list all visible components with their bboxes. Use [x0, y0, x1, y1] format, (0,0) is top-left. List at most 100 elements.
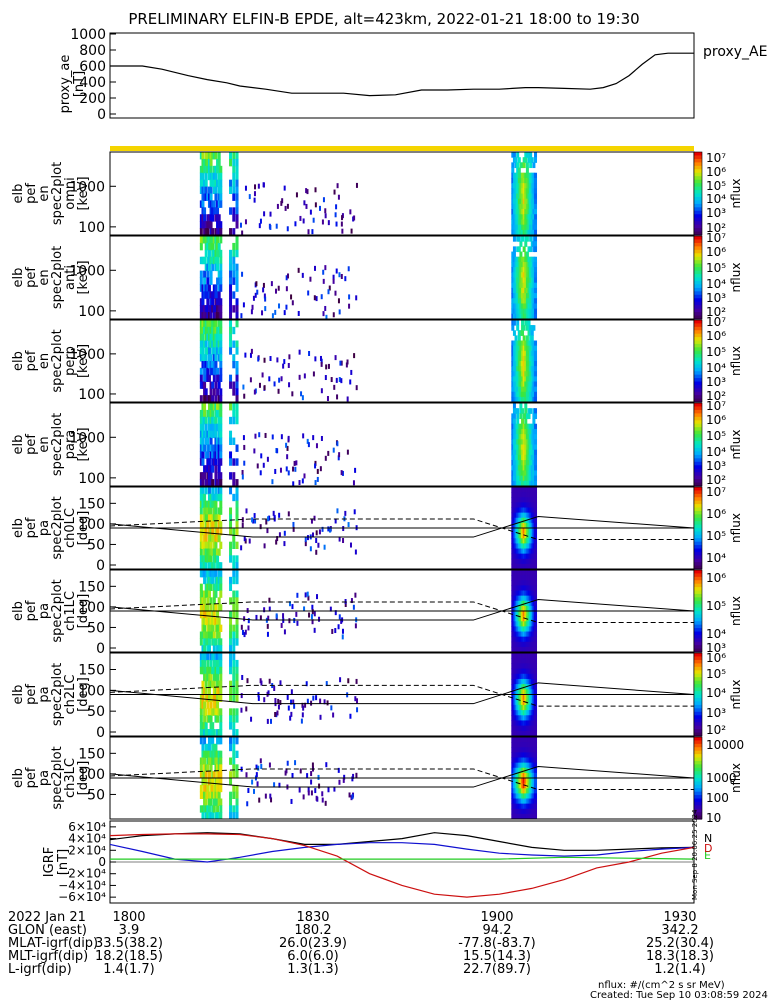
data-cell — [511, 497, 515, 503]
data-cell — [307, 787, 310, 793]
data-cell — [525, 236, 529, 242]
data-cell — [529, 653, 533, 659]
data-cell — [514, 611, 518, 617]
data-cell — [204, 388, 208, 396]
y-label-line: ch0LC — [63, 508, 78, 548]
data-cell — [265, 519, 268, 525]
data-cell — [516, 371, 520, 377]
data-cell — [516, 715, 520, 721]
data-cell — [219, 583, 223, 591]
data-cell — [519, 752, 523, 758]
data-cell — [232, 812, 236, 820]
data-cell — [529, 715, 533, 721]
igrf-series-line — [109, 842, 695, 863]
data-cell — [211, 666, 215, 675]
data-cell — [216, 367, 220, 376]
data-cell — [294, 221, 297, 227]
data-cell — [327, 526, 330, 532]
data-cell — [529, 678, 533, 685]
data-cell — [199, 737, 203, 745]
data-cell — [519, 480, 523, 487]
data-cell — [219, 403, 223, 411]
data-cell — [350, 795, 353, 801]
data-cell — [524, 715, 528, 721]
colorbar-tick-label: 10⁷ — [706, 151, 726, 165]
data-cell — [519, 585, 523, 591]
status-yellow-bar — [110, 146, 694, 151]
data-cell — [203, 179, 207, 188]
data-cell — [512, 668, 516, 675]
data-cell — [211, 214, 215, 222]
colorbar-segment — [694, 270, 702, 275]
data-cell — [525, 298, 529, 304]
colorbar-segment — [694, 497, 702, 502]
data-cell — [235, 680, 239, 689]
data-cell — [524, 502, 528, 508]
data-cell — [209, 172, 213, 181]
data-cell — [203, 653, 207, 661]
data-cell — [517, 553, 521, 560]
data-cell — [527, 813, 531, 820]
data-cell — [207, 534, 211, 543]
data-cell — [514, 694, 518, 701]
data-cell — [527, 219, 531, 226]
data-cell — [519, 631, 523, 638]
colorbar-segment — [694, 186, 702, 191]
colorbar-segment — [694, 193, 702, 198]
colorbar-tick-label: 10³ — [706, 641, 726, 655]
colorbar-segment — [694, 169, 702, 174]
data-cell — [517, 793, 521, 799]
colorbar-segment — [694, 737, 702, 742]
data-cell — [514, 658, 518, 664]
footer-cell: L-igrf(dip) — [8, 962, 72, 977]
data-cell — [514, 303, 518, 310]
data-cell — [235, 395, 239, 403]
data-cell — [519, 517, 523, 524]
data-cell — [517, 517, 521, 524]
data-cell — [517, 203, 521, 210]
data-cell — [232, 805, 236, 813]
data-cell — [199, 487, 203, 495]
data-cell — [530, 725, 534, 732]
data-cell — [209, 152, 213, 160]
data-cell — [525, 715, 529, 721]
data-cell — [235, 737, 239, 745]
data-cell — [511, 543, 515, 549]
data-cell — [256, 463, 259, 469]
colorbar-segment — [694, 617, 702, 622]
data-cell — [204, 611, 208, 619]
data-cell — [522, 460, 526, 466]
data-cell — [524, 631, 528, 638]
colorbar-tick-label: 10⁵ — [706, 529, 726, 543]
data-cell — [229, 430, 233, 439]
data-cell — [235, 320, 239, 328]
data-cell — [207, 493, 211, 502]
data-cell — [534, 350, 538, 357]
data-cell — [530, 381, 534, 388]
data-cell — [217, 694, 221, 702]
data-cell — [212, 555, 216, 563]
data-cell — [516, 376, 520, 382]
data-cell — [514, 663, 518, 670]
data-cell — [204, 750, 208, 758]
data-cell — [512, 391, 516, 398]
data-cell — [209, 403, 213, 411]
data-cell — [259, 470, 262, 476]
data-cell — [199, 583, 203, 591]
data-cell — [524, 563, 528, 570]
data-cell — [337, 298, 340, 304]
data-cell — [529, 177, 533, 184]
data-cell — [291, 300, 294, 306]
data-cell — [527, 492, 531, 498]
data-cell — [212, 541, 216, 549]
colorbar-segment — [694, 597, 702, 602]
data-cell — [511, 282, 515, 289]
data-cell — [286, 454, 289, 460]
data-cell — [519, 636, 523, 643]
data-cell — [522, 668, 526, 675]
data-cell — [217, 631, 221, 639]
data-cell — [306, 698, 309, 704]
panel-pa-ch3: 15010050elbpefpaspec2plotch3LC[deg]10000… — [11, 736, 744, 825]
data-cell — [529, 371, 533, 377]
data-cell — [207, 673, 211, 682]
